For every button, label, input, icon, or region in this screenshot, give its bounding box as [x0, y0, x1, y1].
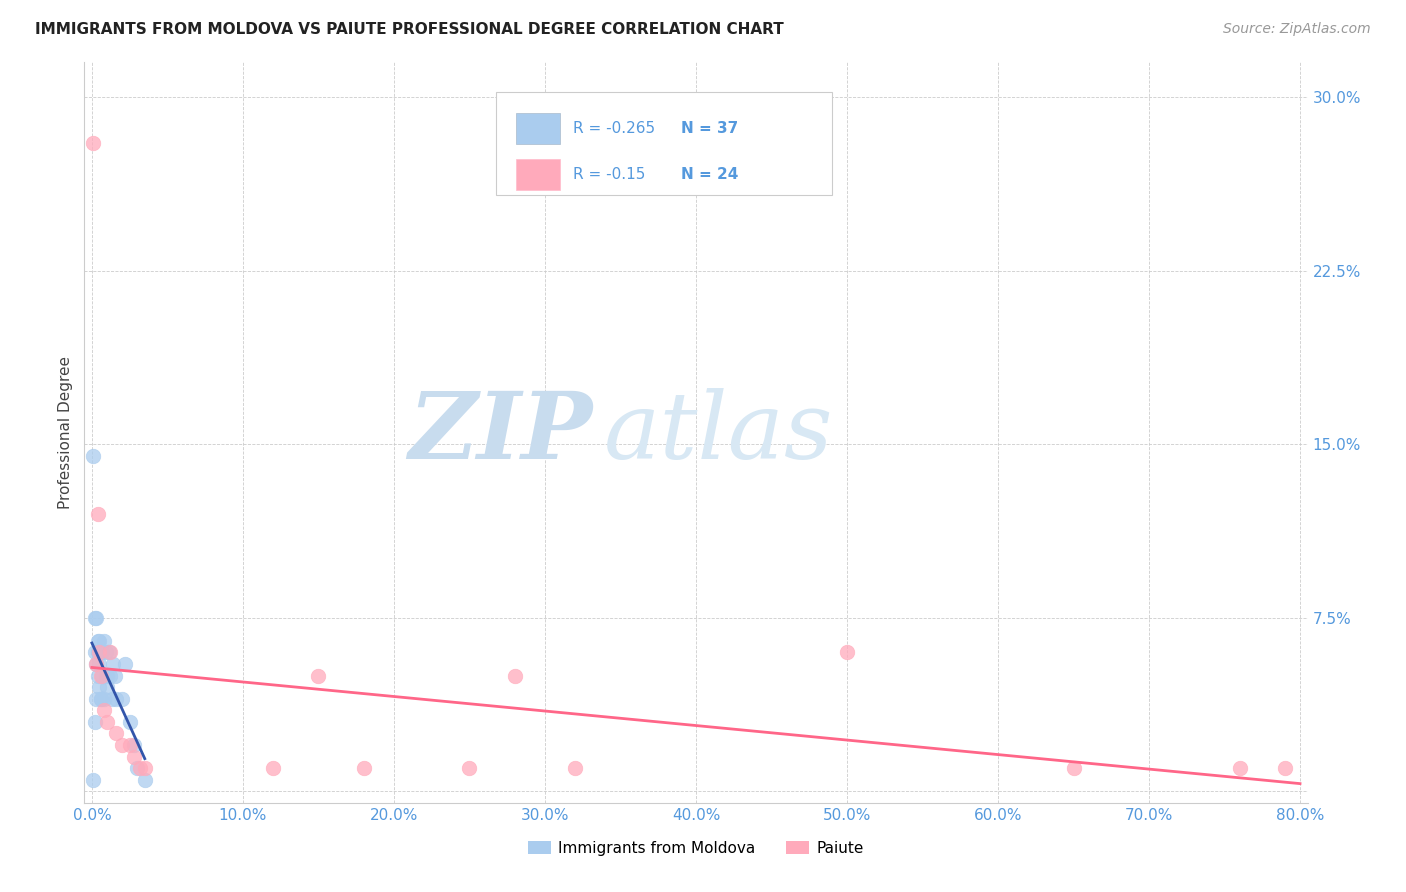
Text: IMMIGRANTS FROM MOLDOVA VS PAIUTE PROFESSIONAL DEGREE CORRELATION CHART: IMMIGRANTS FROM MOLDOVA VS PAIUTE PROFES…: [35, 22, 785, 37]
Point: [90, 691, 112, 706]
Point: [82, 449, 104, 463]
Point: [262, 761, 284, 775]
Text: ZIP: ZIP: [408, 388, 592, 477]
Point: [103, 668, 125, 682]
Point: [564, 761, 586, 775]
Point: [100, 691, 122, 706]
Point: [91, 668, 114, 682]
Point: [86, 657, 108, 671]
Point: [127, 761, 149, 775]
Point: [96, 680, 118, 694]
Point: [82, 772, 104, 787]
Point: [87, 633, 110, 648]
Text: Source: ZipAtlas.com: Source: ZipAtlas.com: [1223, 22, 1371, 37]
Legend: Immigrants from Moldova, Paiute: Immigrants from Moldova, Paiute: [522, 835, 870, 862]
Point: [307, 668, 329, 682]
Text: N = 37: N = 37: [681, 120, 738, 136]
Point: [90, 691, 112, 706]
Point: [105, 691, 128, 706]
Point: [86, 657, 108, 671]
Point: [122, 738, 145, 752]
Text: atlas: atlas: [605, 388, 834, 477]
Point: [111, 691, 134, 706]
Point: [87, 668, 110, 682]
Point: [118, 714, 141, 729]
Point: [353, 761, 375, 775]
Point: [93, 691, 115, 706]
Point: [86, 611, 108, 625]
Point: [89, 645, 111, 659]
Point: [129, 761, 152, 775]
Text: R = -0.15: R = -0.15: [574, 167, 645, 182]
Point: [134, 761, 156, 775]
Y-axis label: Professional Degree: Professional Degree: [58, 356, 73, 509]
Point: [98, 645, 121, 659]
Point: [87, 507, 110, 521]
Point: [96, 668, 118, 682]
Point: [134, 772, 156, 787]
Point: [835, 645, 858, 659]
Text: R = -0.265: R = -0.265: [574, 120, 655, 136]
Point: [94, 668, 117, 682]
Point: [118, 738, 141, 752]
Point: [87, 645, 110, 659]
Point: [89, 680, 111, 694]
Point: [89, 633, 111, 648]
Point: [1274, 761, 1296, 775]
Point: [93, 703, 115, 717]
Point: [90, 645, 112, 659]
Point: [86, 691, 108, 706]
Point: [98, 668, 121, 682]
Point: [458, 761, 481, 775]
Point: [1063, 761, 1085, 775]
Point: [94, 645, 117, 659]
Point: [82, 136, 104, 151]
Point: [1229, 761, 1251, 775]
Point: [101, 657, 124, 671]
Point: [111, 738, 134, 752]
Point: [91, 645, 114, 659]
Point: [96, 714, 118, 729]
Point: [93, 633, 115, 648]
Point: [97, 645, 120, 659]
Point: [114, 657, 136, 671]
Point: [105, 726, 128, 740]
Point: [503, 668, 526, 682]
Point: [84, 645, 107, 659]
Point: [84, 714, 107, 729]
Point: [89, 657, 111, 671]
Point: [122, 749, 145, 764]
Point: [84, 611, 107, 625]
Point: [90, 668, 112, 682]
Text: N = 24: N = 24: [681, 167, 738, 182]
